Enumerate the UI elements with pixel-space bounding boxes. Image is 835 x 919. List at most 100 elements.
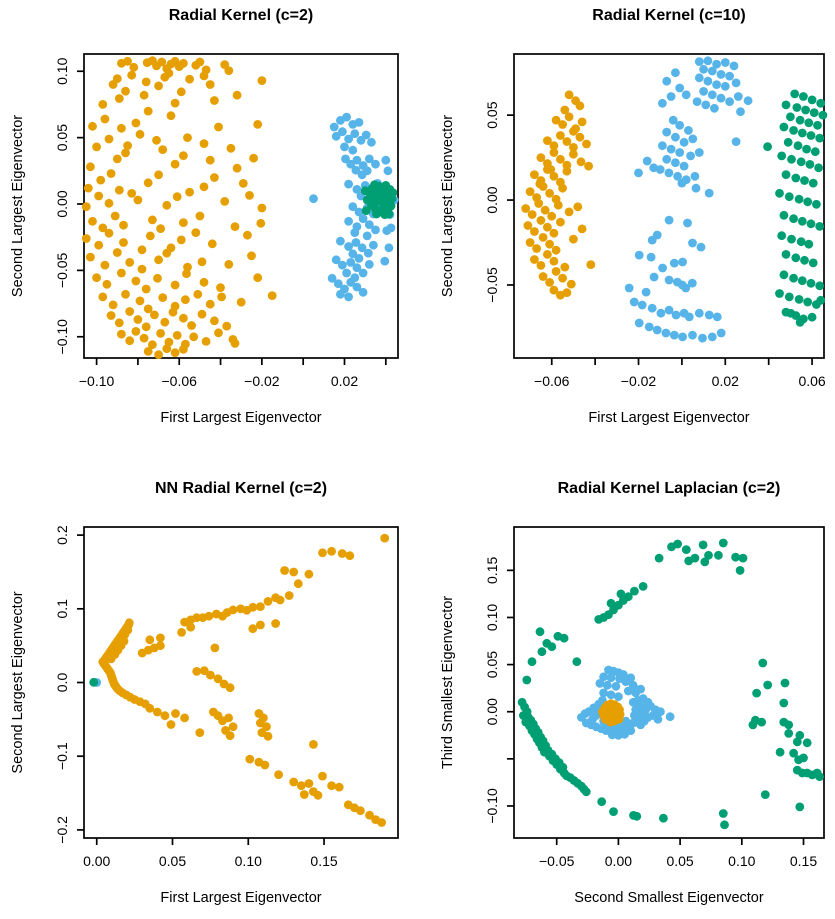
data-point [224,260,234,269]
data-point [367,137,376,147]
data-point [352,185,362,194]
y-tick-label: 0.10 [484,604,500,631]
data-point [333,279,343,289]
x-tick-label: 0.00 [83,853,110,869]
data-point [575,132,585,142]
data-point [135,129,145,139]
data-point [148,340,157,350]
data-point [787,154,796,164]
data-point [536,216,546,225]
data-point [560,262,570,272]
data-point [694,57,704,66]
data-point [789,214,798,224]
data-point [784,729,794,738]
data-point [345,551,355,561]
data-point [690,553,700,563]
data-point [225,683,235,693]
data-point [665,712,675,722]
data-point [143,106,153,116]
data-point [176,235,186,245]
data-point [808,178,818,188]
y-tick-label: 0.1 [54,599,70,619]
data-point [380,210,390,220]
data-point [131,118,141,128]
data-point [197,257,207,267]
data-point [784,720,794,730]
data-point [380,533,390,543]
data-point [166,111,176,121]
series-cluster-3-green [517,538,824,830]
data-point [738,553,748,563]
data-point [154,255,164,265]
data-point [156,224,166,234]
data-point [581,787,591,797]
data-point [179,151,188,161]
data-point [584,161,593,171]
data-point [187,321,197,330]
data-point [731,78,741,88]
data-point [694,308,704,318]
data-point [577,117,587,127]
data-point [716,328,726,338]
data-point [624,283,634,293]
data-point [704,310,714,320]
data-point [371,225,380,235]
data-point [327,781,336,791]
data-point [671,310,681,320]
data-point [795,115,805,125]
data-point [569,126,578,136]
data-point [814,163,823,173]
data-point [673,171,682,181]
data-point [789,125,798,135]
data-point [139,333,149,343]
data-point [710,103,719,113]
data-point [232,90,242,100]
data-point [112,74,122,83]
data-point [207,239,217,249]
x-tick-label: −0.05 [539,853,575,869]
data-point [775,289,784,298]
data-point [551,245,561,255]
data-point [182,269,191,279]
data-point [199,71,209,81]
data-point [384,243,394,253]
data-point [164,68,174,78]
data-point [545,239,554,249]
data-point [799,92,808,101]
data-point [243,230,252,240]
data-point [313,790,323,800]
data-point [346,277,356,287]
data-point [195,728,205,737]
data-point [802,144,811,154]
data-point [230,339,240,348]
data-point [620,729,629,739]
data-point [658,141,667,151]
data-point [199,182,209,192]
data-point [364,220,374,230]
data-point [725,97,734,106]
data-point [690,171,700,181]
data-point [815,772,824,782]
data-point [380,256,390,266]
x-tick-label: 0.02 [712,373,739,389]
series-cluster-2-blue [624,56,753,343]
panel-radial-kernel-c2: Radial Kernel (c=2) −0.10 −0.06 −0.02 0.02 −0… [10,7,399,426]
data-point [694,73,704,83]
y-tick-label: 0.15 [484,557,500,584]
data-point [654,553,664,563]
data-point [684,312,694,322]
data-point [171,709,180,718]
data-point [280,566,289,575]
y-tick-label: 0.05 [484,101,500,128]
data-point [532,244,541,253]
data-point [781,100,791,110]
data-point [145,703,155,713]
data-point [150,310,159,320]
data-point [536,261,546,270]
data-point [686,151,695,161]
data-point [606,673,616,683]
data-point [616,589,626,599]
data-point [700,557,710,567]
data-point [630,586,639,596]
